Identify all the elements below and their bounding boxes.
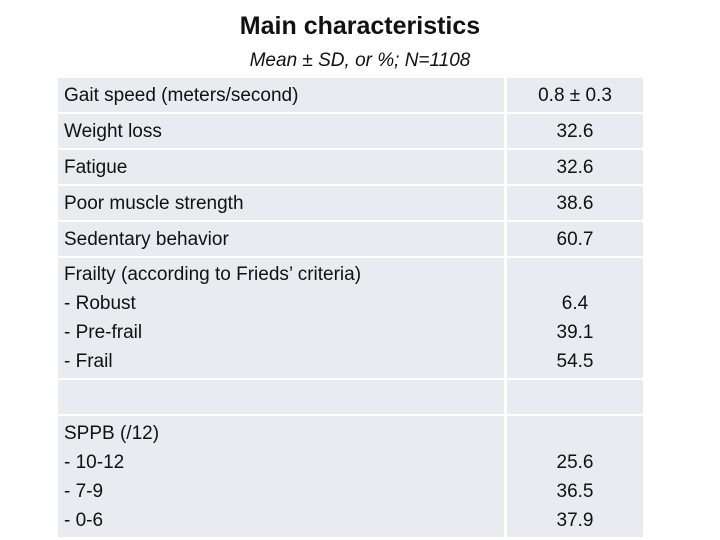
row-label: Gait speed (meters/second) [64,84,299,106]
row-value: 37.9 [556,510,594,531]
subtitle: Mean ± SD, or %; N=1108 [249,50,471,71]
title: Main characteristics [239,12,481,40]
value-cell: 60.7 [507,222,643,256]
empty-cell [58,380,504,414]
value-cell: 0.8 ± 0.3 [507,78,643,112]
row-label: - Pre-frail [64,322,143,343]
row-label: Frailty (according to Frieds’ criteria) [64,264,362,285]
row-label: SPPB (/12) [64,422,160,444]
value-cell: 32.6 [507,150,643,184]
label-cell: Poor muscle strength [58,186,504,220]
value-cell: 25.6 36.5 37.9 [507,416,643,537]
row-value: 54.5 [556,351,594,372]
row-label: - 10-12 [64,451,125,473]
label-cell: Sedentary behavior [58,222,504,256]
value-cell: 6.4 39.1 54.5 [507,258,643,378]
row-value: 32.6 [556,156,594,178]
row-label: Poor muscle strength [64,192,244,214]
value-cell: 38.6 [507,186,643,220]
value-cell: 32.6 [507,114,643,148]
row-label: - 0-6 [64,509,104,531]
row-value: 39.1 [556,322,594,343]
row-label: - Robust [64,293,136,314]
row-value: 6.4 [561,293,589,314]
row-label: - Frail [64,351,113,372]
row-value: 32.6 [556,120,594,142]
row-value: 25.6 [556,452,594,473]
label-cell: Gait speed (meters/second) [58,78,504,112]
row-label: - 7-9 [64,480,104,502]
empty-cell [507,380,643,414]
label-cell: Fatigue [58,150,504,184]
row-label: Sedentary behavior [64,228,229,250]
label-cell: Frailty (according to Frieds’ criteria) -… [58,258,504,378]
row-value: 36.5 [556,481,594,502]
row-label: Fatigue [64,156,128,178]
row-label: Weight loss [64,120,162,142]
row-value: 60.7 [556,228,594,250]
label-cell: Weight loss [58,114,504,148]
label-cell: SPPB (/12) - 10-12 - 7-9 - 0-6 [58,416,504,537]
row-value: 0.8 ± 0.3 [538,84,612,106]
row-value: 38.6 [556,192,594,214]
